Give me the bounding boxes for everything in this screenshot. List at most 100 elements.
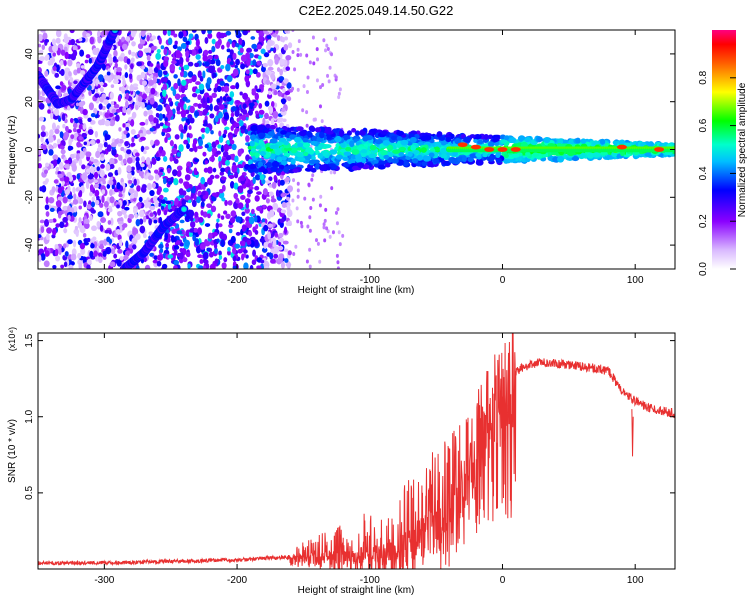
noise-cell (127, 172, 133, 180)
noise-cell (252, 176, 256, 185)
noise-cell (143, 215, 147, 223)
noise-cell (126, 58, 131, 65)
noise-cell (214, 139, 220, 145)
noise-cell (87, 174, 94, 180)
noise-cell (250, 36, 256, 40)
noise-cell (240, 63, 246, 70)
noise-cell (109, 119, 116, 127)
noise-cell (147, 68, 154, 75)
noise-cell (91, 196, 96, 202)
noise-cell (278, 237, 285, 243)
noise-cell (49, 129, 54, 136)
band-cell (463, 136, 472, 143)
noise-cell (322, 38, 326, 43)
noise-cell (159, 248, 164, 253)
noise-cell (197, 94, 202, 101)
noise-cell (134, 213, 138, 219)
noise-cell (113, 253, 118, 259)
noise-cell (232, 68, 239, 77)
band-cell (308, 125, 315, 132)
band-cell (260, 142, 266, 148)
noise-cell (115, 75, 122, 80)
noise-cell (162, 70, 168, 76)
noise-cell (265, 198, 270, 204)
noise-cell (277, 179, 281, 187)
noise-cell (63, 164, 70, 169)
noise-cell (272, 110, 279, 119)
noise-cell (101, 171, 105, 177)
noise-cell (113, 49, 118, 57)
noise-cell (40, 226, 45, 233)
band-cell (391, 158, 399, 164)
noise-cell (145, 118, 149, 126)
band-cell (380, 149, 388, 156)
noise-cell (267, 66, 274, 71)
noise-cell (248, 231, 253, 237)
band-cell (495, 151, 501, 159)
noise-cell (152, 76, 158, 84)
noise-cell (153, 255, 158, 260)
noise-cell (62, 196, 68, 204)
band-cell (524, 137, 531, 143)
noise-cell (57, 186, 63, 194)
noise-cell (164, 136, 168, 144)
noise-cell (131, 111, 137, 119)
noise-cell (171, 147, 178, 155)
band-cell (537, 136, 543, 142)
noise-cell (108, 56, 113, 64)
band-cell (420, 135, 428, 142)
noise-cell (130, 57, 135, 63)
noise-cell (247, 189, 253, 195)
noise-cell (93, 179, 99, 184)
noise-cell (93, 250, 98, 257)
noise-cell (112, 178, 117, 186)
noise-cell (243, 249, 248, 254)
noise-cell (135, 104, 139, 111)
band-cell (292, 168, 299, 173)
noise-cell (282, 240, 289, 245)
noise-cell (173, 264, 178, 269)
noise-cell (55, 200, 62, 208)
noise-cell (197, 227, 203, 235)
noise-cell (185, 40, 190, 46)
noise-cell (203, 49, 209, 56)
noise-cell (242, 92, 249, 100)
noise-cell (113, 74, 118, 81)
noise-cell (215, 59, 221, 67)
noise-cell (73, 193, 77, 200)
noise-cell (279, 58, 285, 66)
noise-cell (233, 122, 240, 128)
noise-cell (247, 109, 253, 116)
noise-cell (44, 55, 49, 61)
noise-cell (105, 163, 111, 172)
noise-cell (308, 60, 312, 65)
noise-cell (132, 244, 137, 250)
noise-cell (51, 227, 57, 236)
noise-cell (156, 189, 161, 196)
noise-cell (195, 196, 201, 204)
noise-cell (285, 54, 292, 61)
noise-cell (140, 71, 146, 79)
noise-cell (126, 107, 132, 115)
noise-cell (189, 117, 195, 124)
noise-cell (103, 200, 109, 208)
noise-cell (198, 265, 204, 269)
noise-cell (167, 181, 173, 185)
noise-cell (177, 102, 184, 108)
noise-cell (183, 139, 189, 145)
noise-cell (162, 156, 168, 162)
band-cell (267, 131, 275, 136)
noise-cell (175, 49, 181, 58)
noise-cell (160, 199, 166, 204)
noise-cell (234, 128, 238, 136)
noise-cell (283, 226, 288, 235)
noise-cell (158, 113, 163, 122)
noise-cell (101, 105, 106, 111)
noise-cell (153, 66, 159, 74)
noise-cell (156, 63, 160, 69)
noise-cell (251, 88, 257, 93)
noise-cell (331, 230, 335, 235)
noise-cell (110, 217, 114, 226)
noise-cell (270, 258, 276, 264)
noise-cell (180, 131, 184, 140)
